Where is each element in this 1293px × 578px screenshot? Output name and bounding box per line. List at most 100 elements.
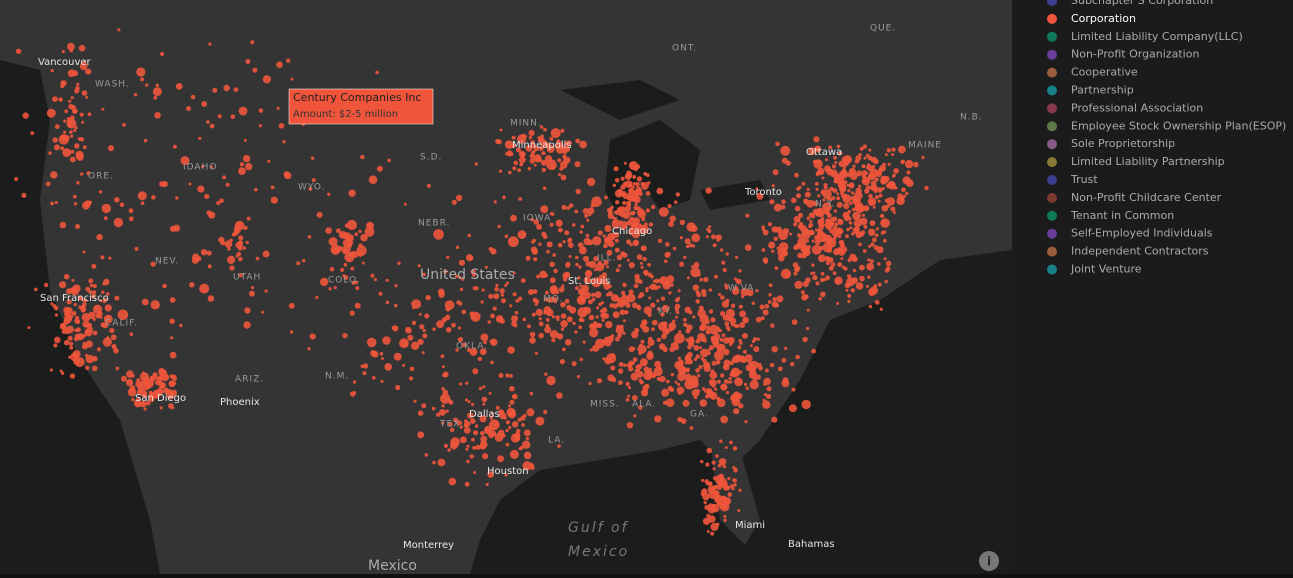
point[interactable] [850, 288, 855, 293]
point[interactable] [582, 340, 586, 344]
point[interactable] [348, 189, 356, 197]
point[interactable] [320, 277, 329, 287]
legend-label[interactable]: Non-Profit Childcare Center [1071, 191, 1222, 204]
point[interactable] [525, 436, 530, 441]
legend-label[interactable]: Joint Venture [1070, 263, 1142, 276]
point[interactable] [397, 261, 401, 265]
point[interactable] [704, 389, 708, 393]
point[interactable] [699, 277, 703, 282]
point[interactable] [709, 379, 717, 387]
point[interactable] [560, 174, 567, 181]
point[interactable] [640, 182, 645, 186]
point[interactable] [628, 360, 634, 367]
point[interactable] [169, 374, 175, 379]
point[interactable] [701, 488, 708, 495]
point[interactable] [893, 168, 899, 174]
point[interactable] [525, 144, 533, 152]
point[interactable] [678, 359, 684, 366]
point[interactable] [656, 187, 664, 195]
point[interactable] [868, 288, 876, 296]
point[interactable] [733, 483, 737, 487]
point[interactable] [437, 458, 446, 467]
point[interactable] [518, 150, 526, 158]
point[interactable] [727, 476, 731, 481]
point[interactable] [849, 226, 853, 230]
point[interactable] [841, 193, 847, 199]
point[interactable] [568, 242, 574, 248]
point[interactable] [797, 237, 807, 247]
point[interactable] [593, 321, 597, 326]
point[interactable] [715, 454, 719, 458]
point[interactable] [721, 260, 726, 265]
point[interactable] [258, 108, 264, 113]
point[interactable] [794, 280, 803, 289]
point[interactable] [557, 242, 563, 248]
point[interactable] [924, 185, 929, 191]
point[interactable] [503, 416, 507, 420]
point[interactable] [424, 453, 429, 457]
point[interactable] [738, 488, 742, 492]
point[interactable] [901, 187, 906, 193]
point[interactable] [606, 265, 609, 269]
point[interactable] [756, 192, 764, 200]
point[interactable] [587, 299, 593, 305]
point[interactable] [780, 268, 792, 279]
point[interactable] [877, 199, 881, 203]
point[interactable] [67, 335, 73, 341]
point[interactable] [679, 236, 683, 240]
point[interactable] [360, 233, 368, 242]
point[interactable] [806, 308, 810, 312]
point[interactable] [679, 219, 686, 226]
point[interactable] [310, 156, 315, 160]
point[interactable] [22, 112, 29, 119]
point[interactable] [469, 255, 474, 260]
point[interactable] [102, 282, 106, 286]
point[interactable] [95, 313, 101, 319]
point[interactable] [82, 341, 86, 345]
point[interactable] [873, 284, 878, 289]
point[interactable] [225, 182, 230, 187]
point[interactable] [362, 371, 367, 376]
point[interactable] [771, 416, 778, 423]
point[interactable] [666, 275, 675, 284]
point[interactable] [880, 175, 889, 184]
point[interactable] [588, 314, 595, 321]
point[interactable] [685, 328, 691, 334]
point[interactable] [848, 274, 852, 278]
point[interactable] [482, 453, 489, 460]
point[interactable] [759, 304, 765, 310]
point[interactable] [85, 68, 92, 75]
point[interactable] [494, 433, 504, 442]
point[interactable] [725, 390, 730, 395]
point[interactable] [418, 312, 422, 316]
point[interactable] [597, 230, 603, 236]
point[interactable] [904, 159, 914, 169]
point[interactable] [739, 370, 743, 374]
point[interactable] [728, 376, 732, 381]
point[interactable] [561, 204, 567, 210]
point[interactable] [143, 138, 148, 143]
point[interactable] [841, 265, 845, 269]
point[interactable] [464, 481, 470, 487]
point[interactable] [851, 207, 856, 212]
point[interactable] [695, 290, 700, 294]
point[interactable] [220, 240, 226, 246]
point[interactable] [733, 408, 740, 415]
point[interactable] [870, 201, 874, 205]
point[interactable] [838, 235, 842, 239]
point[interactable] [633, 241, 637, 245]
point[interactable] [311, 178, 316, 183]
point[interactable] [85, 365, 90, 370]
point[interactable] [766, 386, 772, 392]
point[interactable] [518, 156, 526, 164]
point[interactable] [811, 263, 815, 267]
point[interactable] [734, 377, 743, 387]
point[interactable] [619, 309, 626, 316]
point[interactable] [830, 262, 836, 267]
point[interactable] [459, 287, 464, 292]
point[interactable] [606, 249, 613, 256]
point[interactable] [637, 344, 647, 354]
point[interactable] [233, 87, 239, 92]
point[interactable] [328, 237, 338, 247]
point[interactable] [776, 246, 780, 250]
